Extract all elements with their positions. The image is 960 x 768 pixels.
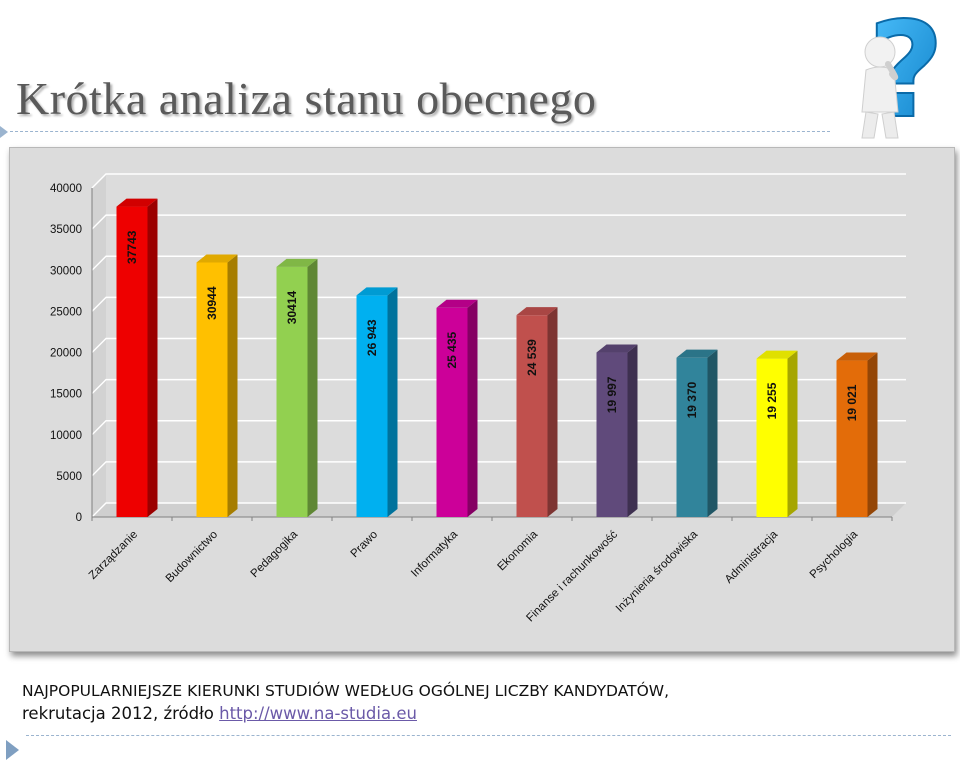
bar-front: [356, 295, 388, 517]
bar-value-label: 37743: [125, 230, 139, 264]
bar-value-label: 30414: [285, 291, 299, 325]
bar-front: [596, 352, 628, 517]
bar-value-label: 19 370: [685, 381, 699, 418]
bar-side: [787, 350, 798, 517]
bar-front: [756, 358, 788, 517]
bar-top: [436, 299, 478, 308]
bar-value-label: 19 255: [765, 382, 779, 419]
bar-value-label: 26 943: [365, 319, 379, 356]
bar-top: [836, 352, 878, 361]
bar-side: [307, 258, 318, 517]
bar-front: [836, 360, 868, 517]
bar-front: [516, 315, 548, 517]
bar-value-label: 30944: [205, 286, 219, 320]
bar-side: [627, 344, 638, 517]
question-mark-glyph: ?: [868, 4, 945, 144]
bar-top: [356, 287, 398, 296]
bar-top: [276, 258, 318, 267]
slide-title: Krótka analiza stanu obecnego: [16, 73, 597, 124]
bar-top: [116, 198, 158, 207]
source-link[interactable]: http://www.na-studia.eu: [219, 704, 417, 723]
category-label: Prawo: [349, 529, 381, 561]
y-tick-label: 30000: [50, 265, 82, 277]
bar-chart: 0 5000 10000 15000 20000 25000 30000 35000 40000…: [50, 173, 906, 624]
category-label: Administracja: [723, 528, 781, 586]
bar-top: [756, 350, 798, 359]
gridline: [91, 214, 906, 230]
y-tick-label: 25000: [50, 306, 82, 318]
footer-divider: [26, 735, 951, 736]
bar-side: [547, 307, 558, 517]
bar-value-label: 24 539: [525, 339, 539, 376]
gridline: [91, 461, 906, 477]
question-person-icon: ?: [861, 4, 945, 144]
category-label: Budownictwo: [164, 529, 220, 585]
bar-value-label: 19 021: [845, 384, 859, 421]
category-label: Psychologia: [808, 528, 861, 581]
category-label: Zarządzanie: [87, 529, 140, 582]
title-divider: [10, 131, 830, 132]
caption-source-text: rekrutacja 2012, źródło: [22, 704, 220, 723]
category-label: Pedagogika: [249, 528, 301, 580]
gridline: [91, 296, 906, 312]
bar-front: [196, 262, 228, 517]
category-label: Ekonomia: [495, 528, 540, 573]
bar-front: [436, 307, 468, 517]
gridline: [91, 173, 906, 189]
bar-side: [867, 352, 878, 517]
caption-heading: NAJPOPULARNIEJSZE KIERUNKI STUDIÓW WEDŁU…: [22, 682, 670, 700]
bar-side: [227, 254, 238, 517]
bar-value-label: 19 997: [605, 376, 619, 413]
footer-bullet-triangle: [6, 740, 19, 760]
y-tick-label: 20000: [50, 348, 82, 360]
chart-panel: 0 5000 10000 15000 20000 25000 30000 35000 40000…: [9, 147, 955, 652]
bar-value-label: 25 435: [445, 331, 459, 368]
gridline: [91, 502, 906, 518]
bar-side: [467, 299, 478, 517]
y-tick-label: 15000: [50, 389, 82, 401]
gridline: [91, 337, 906, 353]
bar-side: [707, 349, 718, 517]
category-label: Informatyka: [409, 528, 460, 579]
title-bullet-triangle: [0, 126, 8, 138]
gridline: [91, 420, 906, 436]
bar-front: [676, 357, 708, 517]
y-tick-label: 5000: [56, 471, 82, 483]
bar-front: [276, 266, 308, 517]
bar-top: [596, 344, 638, 353]
bar-top: [676, 349, 718, 358]
bar-top: [196, 254, 238, 263]
bar-top: [516, 307, 558, 316]
bar-side: [147, 198, 158, 517]
chart-caption: NAJPOPULARNIEJSZE KIERUNKI STUDIÓW WEDŁU…: [22, 680, 669, 726]
thinking-person: [861, 36, 899, 139]
bar-front: [116, 206, 148, 517]
gridline: [91, 378, 906, 395]
y-tick-label: 35000: [50, 224, 82, 236]
y-tick-label: 40000: [50, 183, 82, 195]
category-label: Inżynieria środowiska: [614, 528, 701, 615]
gridline: [91, 255, 906, 271]
bar-side: [387, 287, 398, 517]
category-label: Finanse i rachunkowość: [524, 528, 620, 624]
y-tick-label: 0: [76, 512, 82, 524]
y-tick-label: 10000: [50, 430, 82, 442]
caption-source: rekrutacja 2012, źródło http://www.na-st…: [22, 702, 669, 726]
